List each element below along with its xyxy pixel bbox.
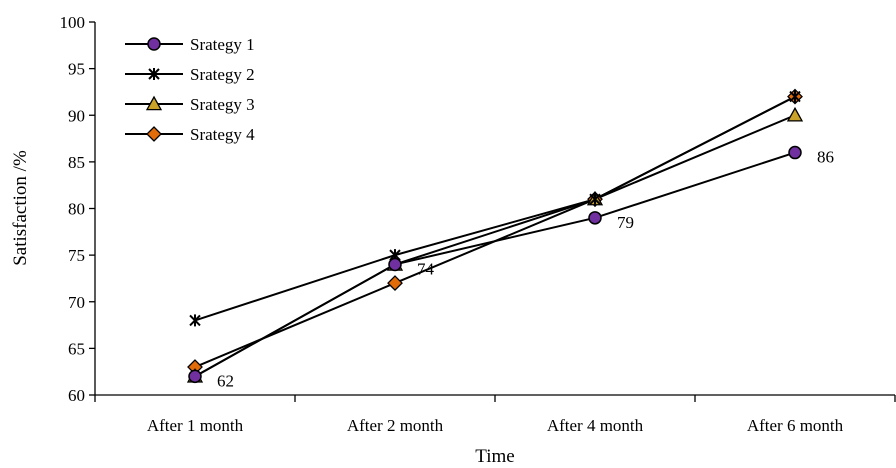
data-label: 74 bbox=[417, 259, 435, 278]
x-tick-label: After 4 month bbox=[547, 416, 644, 435]
x-tick-label: After 2 month bbox=[347, 416, 444, 435]
series-line-3 bbox=[195, 115, 795, 376]
legend: Srategy 1 Srategy 2 Srategy 3 Srategy 4 bbox=[125, 35, 255, 144]
x-tick-label: After 6 month bbox=[747, 416, 844, 435]
y-tick-label: 70 bbox=[68, 293, 85, 312]
y-tick-label: 65 bbox=[68, 339, 85, 358]
series-3-point bbox=[788, 108, 802, 121]
x-tick-label: After 1 month bbox=[147, 416, 244, 435]
series-2-point bbox=[190, 314, 200, 326]
y-tick-label: 75 bbox=[68, 246, 85, 265]
series-line-1 bbox=[195, 153, 795, 377]
series-1-point bbox=[389, 258, 401, 270]
legend-label: Srategy 1 bbox=[190, 35, 255, 54]
y-axis: 60 65 70 75 80 85 90 95 100 bbox=[60, 13, 96, 405]
series-1-point bbox=[189, 370, 201, 382]
series-layer bbox=[188, 90, 802, 383]
legend-marker-1 bbox=[148, 38, 160, 50]
legend-marker-4 bbox=[147, 127, 161, 141]
data-label: 86 bbox=[817, 148, 834, 167]
series-line-2 bbox=[195, 97, 795, 321]
y-axis-title: Satisfaction /% bbox=[10, 150, 31, 266]
y-tick-label: 85 bbox=[68, 153, 85, 172]
y-tick-label: 90 bbox=[68, 106, 85, 125]
y-tick-label: 60 bbox=[68, 386, 85, 405]
series-1-point bbox=[789, 147, 801, 159]
legend-label: Srategy 2 bbox=[190, 65, 255, 84]
data-labels: 62 74 79 86 bbox=[217, 148, 834, 391]
legend-label: Srategy 3 bbox=[190, 95, 255, 114]
y-tick-label: 100 bbox=[60, 13, 86, 32]
x-axis: After 1 month After 2 month After 4 month A… bbox=[95, 395, 895, 435]
x-axis-title: Time bbox=[475, 446, 514, 467]
series-4-point bbox=[388, 276, 402, 290]
series-1-point bbox=[589, 212, 601, 224]
y-tick-label: 80 bbox=[68, 200, 85, 219]
data-label: 62 bbox=[217, 371, 234, 390]
legend-label: Srategy 4 bbox=[190, 125, 255, 144]
y-tick-label: 95 bbox=[68, 60, 85, 79]
data-label: 79 bbox=[617, 213, 634, 232]
